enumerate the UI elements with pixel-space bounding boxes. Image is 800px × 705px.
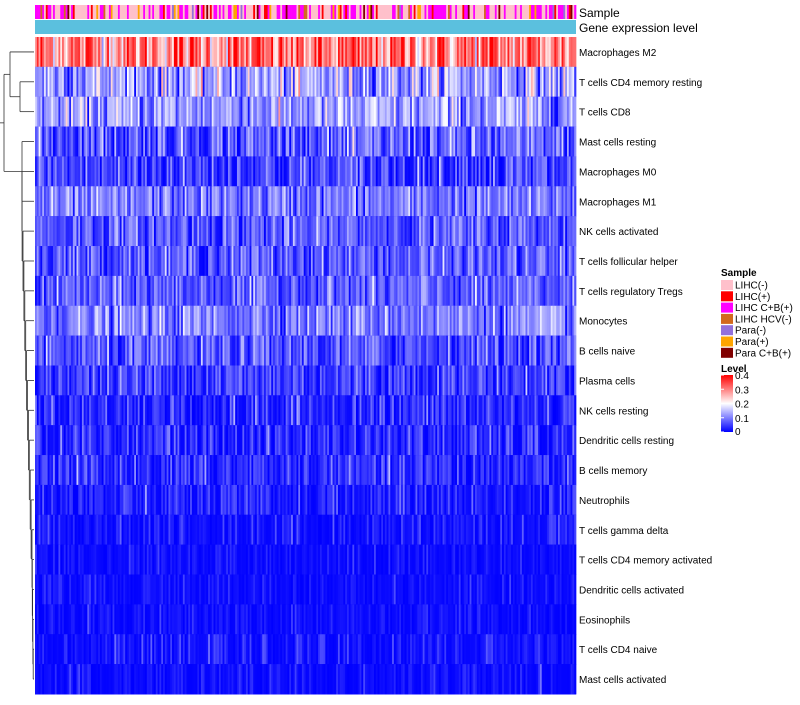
row-dendrogram [0, 52, 34, 679]
expression-track-bar [35, 20, 576, 34]
heatmap-cell [574, 425, 576, 455]
heatmap-row [35, 425, 576, 455]
expression-level-track [35, 20, 576, 34]
heatmap-cell [574, 97, 576, 127]
sample-annotation-track [35, 5, 576, 19]
heatmap-row [35, 246, 576, 276]
heatmap-row [35, 127, 576, 157]
heatmap-cell [574, 336, 576, 366]
heatmap-cell [574, 127, 576, 157]
heatmap-cell [574, 67, 576, 97]
sample-cell [574, 5, 576, 19]
heatmap-cell [574, 216, 576, 246]
heatmap-cell [574, 37, 576, 67]
heatmap-row [35, 97, 576, 127]
heatmap-row [35, 186, 576, 216]
heatmap-row [35, 485, 576, 515]
heatmap-row [35, 276, 576, 306]
heatmap-cells [35, 37, 576, 695]
heatmap-row [35, 336, 576, 366]
heatmap-cell [574, 186, 576, 216]
heatmap-row [35, 156, 576, 186]
heatmap-row [35, 395, 576, 425]
heatmap-row [35, 67, 576, 97]
heatmap-cell [574, 246, 576, 276]
heatmap-cell [574, 455, 576, 485]
heatmap-row [35, 216, 576, 246]
heatmap-row [35, 366, 576, 396]
heatmap-cell [574, 156, 576, 186]
heatmap-row [35, 455, 576, 485]
heatmap-row [35, 37, 576, 67]
heatmap-cell [574, 395, 576, 425]
heatmap-cell [574, 366, 576, 396]
heatmap-cell [574, 306, 576, 336]
heatmap-cell [574, 276, 576, 306]
heatmap-row [35, 306, 576, 336]
